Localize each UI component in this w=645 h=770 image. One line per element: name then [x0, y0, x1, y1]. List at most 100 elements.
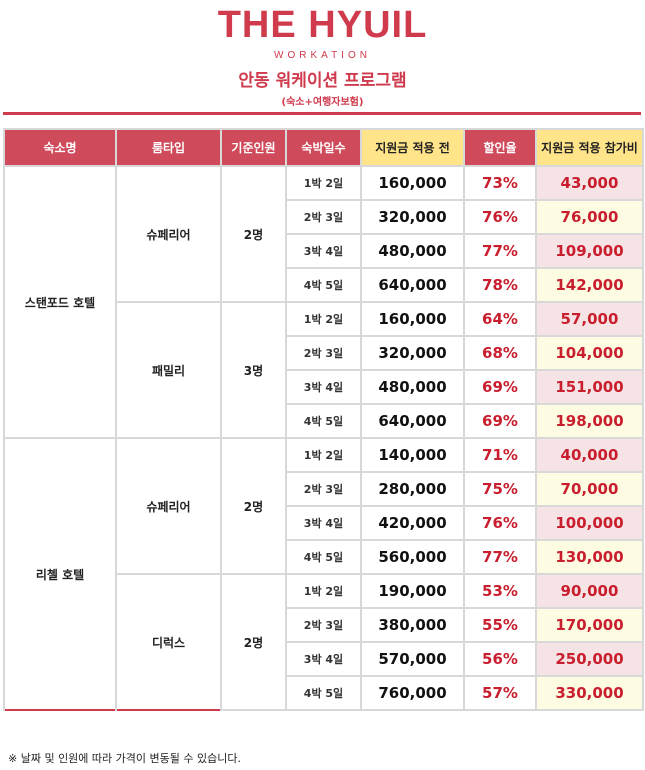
nights: 1박 2일 — [285, 301, 362, 337]
price-after: 70,000 — [535, 471, 644, 507]
price-before: 640,000 — [360, 267, 465, 303]
nights: 2박 3일 — [285, 471, 362, 507]
price-before: 760,000 — [360, 675, 465, 711]
table-row: 스탠포드 호텔 슈페리어 2명 1박 2일 160,000 73% 43,000 — [3, 165, 644, 439]
discount-rate: 76% — [463, 199, 537, 235]
price-before: 480,000 — [360, 233, 465, 269]
discount-rate: 53% — [463, 573, 537, 609]
room-type: 슈페리어 — [115, 165, 222, 303]
table-row: 3박 4일 420,000 76% 100,000 — [4, 505, 644, 541]
price-before: 570,000 — [360, 641, 465, 677]
brand: THE HYUIL — [217, 4, 428, 46]
divider — [3, 112, 641, 115]
price-before: 320,000 — [360, 199, 465, 235]
price-after: 250,000 — [535, 641, 644, 677]
discount-rate: 69% — [463, 369, 537, 405]
price-before: 280,000 — [360, 471, 465, 507]
table-row: 2박 3일 320,000 68% 104,000 — [4, 335, 644, 371]
table-body: 스탠포드 호텔 슈페리어 2명 1박 2일 160,000 73% 43,000 2박 3일 3… — [3, 165, 644, 711]
table-row: 리첼 호텔 슈페리어 2명 1박 2일 140,000 71% 40,000 — [3, 437, 644, 711]
table-row: 디럭스 2명 1박 2일 190,000 53% 90,000 — [4, 573, 644, 711]
discount-rate: 55% — [463, 607, 537, 643]
table-row: 3박 4일 480,000 77% 109,000 — [4, 233, 644, 269]
price-after: 198,000 — [535, 403, 644, 439]
price-after: 109,000 — [535, 233, 644, 269]
persons: 2명 — [220, 437, 287, 575]
table-row: 4박 5일 640,000 78% 142,000 — [4, 267, 644, 303]
discount-rate: 77% — [463, 233, 537, 269]
column-header: 숙소명 — [3, 128, 117, 167]
price-after: 151,000 — [535, 369, 644, 405]
nights: 4박 5일 — [285, 403, 362, 439]
nights: 1박 2일 — [285, 437, 362, 473]
header-row: 숙소명 룸타입 기준인원 숙박일수 지원금 적용 전 할인율 지원금 적용 참가비 — [3, 128, 644, 167]
column-header: 지원금 적용 전 — [360, 128, 465, 167]
discount-rate: 56% — [463, 641, 537, 677]
persons: 2명 — [220, 165, 287, 303]
nights: 3박 4일 — [285, 233, 362, 269]
column-header: 숙박일수 — [285, 128, 362, 167]
hotel-name: 스탠포드 호텔 — [3, 165, 117, 439]
persons: 2명 — [220, 573, 287, 711]
nights: 1박 2일 — [285, 165, 362, 201]
price-after: 104,000 — [535, 335, 644, 371]
nights: 4박 5일 — [285, 267, 362, 303]
nights: 4박 5일 — [285, 675, 362, 711]
discount-rate: 71% — [463, 437, 537, 473]
nights: 3박 4일 — [285, 369, 362, 405]
nights: 1박 2일 — [285, 573, 362, 609]
nights: 3박 4일 — [285, 641, 362, 677]
price-table: 숙소명 룸타입 기준인원 숙박일수 지원금 적용 전 할인율 지원금 적용 참가비 스탠포드… — [3, 128, 644, 711]
price-after: 100,000 — [535, 505, 644, 541]
column-header: 할인율 — [463, 128, 537, 167]
column-header: 기준인원 — [220, 128, 287, 167]
price-before: 190,000 — [360, 573, 465, 609]
nights: 2박 3일 — [285, 335, 362, 371]
price-after: 43,000 — [535, 165, 644, 201]
subtitle: WORKATION — [274, 50, 371, 61]
table-row: 4박 5일 560,000 77% 130,000 — [4, 539, 644, 575]
price-before: 320,000 — [360, 335, 465, 371]
table-row: 4박 5일 760,000 57% 330,000 — [4, 675, 644, 711]
discount-rate: 57% — [463, 675, 537, 711]
discount-rate: 73% — [463, 165, 537, 201]
room-type: 슈페리어 — [115, 437, 222, 575]
price-after: 40,000 — [535, 437, 644, 473]
table-row: 2박 3일 320,000 76% 76,000 — [4, 199, 644, 235]
price-after: 76,000 — [535, 199, 644, 235]
nights: 2박 3일 — [285, 199, 362, 235]
price-before: 420,000 — [360, 505, 465, 541]
nights: 4박 5일 — [285, 539, 362, 575]
price-after: 330,000 — [535, 675, 644, 711]
table-row: 4박 5일 640,000 69% 198,000 — [4, 403, 644, 439]
footnote: ※ 날짜 및 인원에 따라 가격이 변동될 수 있습니다. — [8, 752, 241, 765]
column-header: 지원금 적용 참가비 — [535, 128, 644, 167]
room-type: 패밀리 — [115, 301, 222, 439]
discount-rate: 64% — [463, 301, 537, 337]
discount-rate: 76% — [463, 505, 537, 541]
hotel-name: 리첼 호텔 — [3, 437, 117, 711]
discount-rate: 69% — [463, 403, 537, 439]
discount-rate: 75% — [463, 471, 537, 507]
table-row: 패밀리 3명 1박 2일 160,000 64% 57,000 — [4, 301, 644, 439]
title: 안동 워케이션 프로그램 — [238, 71, 407, 91]
table-row: 3박 4일 480,000 69% 151,000 — [4, 369, 644, 405]
price-after: 130,000 — [535, 539, 644, 575]
price-before: 560,000 — [360, 539, 465, 575]
price-before: 160,000 — [360, 165, 465, 201]
column-header: 룸타입 — [115, 128, 222, 167]
table-row: 2박 3일 280,000 75% 70,000 — [4, 471, 644, 507]
price-before: 480,000 — [360, 369, 465, 405]
table-row: 2박 3일 380,000 55% 170,000 — [4, 607, 644, 643]
note: (숙소+여행자보험) — [281, 97, 364, 108]
discount-rate: 78% — [463, 267, 537, 303]
discount-rate: 77% — [463, 539, 537, 575]
persons: 3명 — [220, 301, 287, 439]
price-after: 142,000 — [535, 267, 644, 303]
price-before: 380,000 — [360, 607, 465, 643]
price-after: 57,000 — [535, 301, 644, 337]
nights: 2박 3일 — [285, 607, 362, 643]
price-before: 640,000 — [360, 403, 465, 439]
